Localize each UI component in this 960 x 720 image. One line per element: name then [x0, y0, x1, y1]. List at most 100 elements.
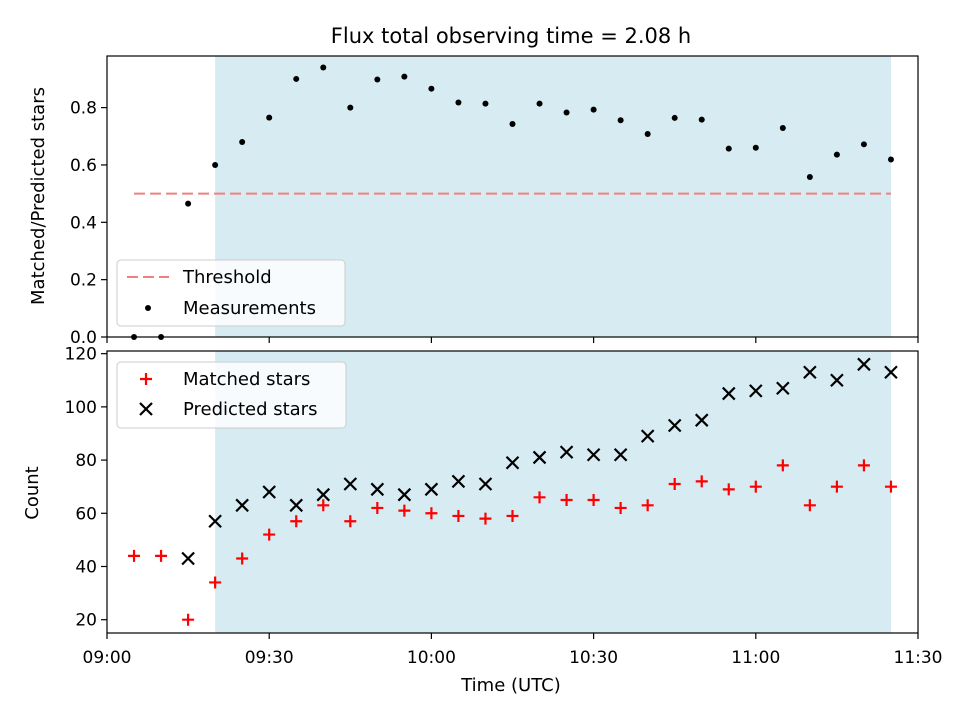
matched-point [209, 576, 222, 589]
bottom-axes-frame [106, 350, 919, 634]
matched-point [155, 549, 168, 562]
matched-point [182, 613, 195, 626]
top-ticks: 0.0 0.2 0.4 0.6 0.8 [70, 99, 919, 348]
matched-point [614, 501, 627, 514]
matched-point [398, 504, 411, 517]
predicted-point [235, 498, 249, 513]
legend-predicted-swatch [139, 402, 153, 416]
bottom-ytick-label: 40 [75, 557, 97, 577]
predicted-point [776, 381, 790, 396]
top-ytick-label: 0.2 [70, 271, 97, 291]
predicted-point [181, 551, 195, 566]
bottom-ytick-label: 120 [65, 345, 97, 365]
matched-point [587, 493, 600, 506]
predicted-point [884, 365, 898, 380]
matched-point [884, 480, 897, 493]
predicted-point [559, 445, 574, 459]
bottom-points [128, 357, 898, 626]
measurement-point [293, 75, 300, 82]
measurement-point [428, 85, 435, 92]
measurement-point [239, 139, 246, 146]
chart-title: Flux total observing time = 2.08 h [331, 24, 691, 48]
measurement-point [752, 144, 759, 151]
measurement-point [401, 73, 408, 80]
bottom-xlabel: Time (UTC) [460, 675, 561, 696]
legend-matched-marker [140, 373, 152, 385]
measurement-point [563, 109, 570, 116]
predicted-point [857, 357, 871, 372]
bottom-ytick-label: 60 [75, 504, 97, 524]
predicted-point [262, 485, 276, 499]
top-ytick-label: 0.0 [70, 328, 97, 348]
measurement-point [887, 156, 894, 163]
bottom-ytick-label: 20 [75, 611, 97, 631]
measurement-point [725, 145, 732, 152]
bottom-xtick-label: 10:30 [569, 648, 618, 668]
measurement-point [509, 120, 516, 127]
legend-threshold-label: Threshold [182, 267, 272, 288]
matched-point [803, 499, 816, 512]
measurement-point [185, 200, 192, 207]
matched-point [425, 507, 438, 520]
top-legend: Threshold Measurements [116, 259, 346, 327]
predicted-point [451, 474, 466, 489]
legend-matched-swatch [140, 373, 152, 385]
top-points [131, 64, 894, 340]
measurement-point [347, 104, 354, 111]
predicted-point [694, 413, 709, 427]
predicted-point [397, 487, 412, 502]
measurement-point [212, 161, 219, 168]
matched-point [722, 483, 735, 496]
matched-point [668, 478, 681, 491]
bottom-ytick-label: 80 [75, 451, 97, 471]
measurement-point [698, 116, 705, 123]
bottom-xtick-label: 09:30 [245, 648, 294, 668]
measurement-point [671, 114, 678, 121]
bottom-ticks: 20 40 60 80 100 120 09:00 09:30 10:00 10:30 11:00 1… [65, 345, 943, 668]
measurement-point [266, 114, 273, 121]
measurement-point [320, 64, 327, 71]
measurement-point [590, 106, 597, 113]
measurement-point [644, 130, 651, 137]
bottom-xtick-label: 09:00 [83, 648, 132, 668]
bottom-panel: 20 40 60 80 100 120 09:00 09:30 10:00 10:30 11:00 1… [22, 345, 943, 696]
legend-predicted-label: Predicted stars [183, 399, 317, 420]
top-legend-box [116, 259, 346, 327]
matched-point [857, 459, 870, 472]
legend-measurements-label: Measurements [183, 298, 316, 319]
bottom-ylabel: Count [22, 466, 43, 519]
predicted-point [316, 487, 331, 502]
measurement-point [536, 100, 543, 107]
bottom-ytick-label: 100 [65, 398, 97, 418]
measurement-point [779, 124, 786, 131]
measurement-point [806, 174, 813, 181]
matched-point [641, 499, 654, 512]
matched-point [533, 491, 546, 504]
predicted-point [478, 477, 493, 491]
legend-measurements-swatch [145, 305, 151, 311]
matched-point [749, 480, 762, 493]
matched-point [776, 459, 789, 472]
predicted-point [803, 365, 817, 380]
matched-point [371, 501, 384, 514]
predicted-point [343, 477, 358, 491]
matched-point [317, 499, 330, 512]
measurement-point [833, 151, 840, 158]
top-ytick-label: 0.6 [70, 156, 97, 176]
legend-matched-label: Matched stars [183, 369, 310, 390]
measurement-point [617, 117, 624, 124]
top-ytick-label: 0.4 [70, 213, 97, 233]
bottom-legend-box [116, 361, 347, 429]
bottom-xtick-label: 11:30 [894, 648, 943, 668]
measurement-point [374, 76, 381, 83]
matched-point [344, 515, 357, 528]
predicted-point [721, 386, 736, 401]
matched-point [830, 480, 843, 493]
matched-point [128, 549, 141, 562]
predicted-point [830, 373, 844, 388]
predicted-point [613, 447, 628, 462]
matched-point [452, 509, 465, 522]
predicted-point [289, 498, 304, 513]
bottom-legend: Matched stars Predicted stars [116, 361, 347, 429]
